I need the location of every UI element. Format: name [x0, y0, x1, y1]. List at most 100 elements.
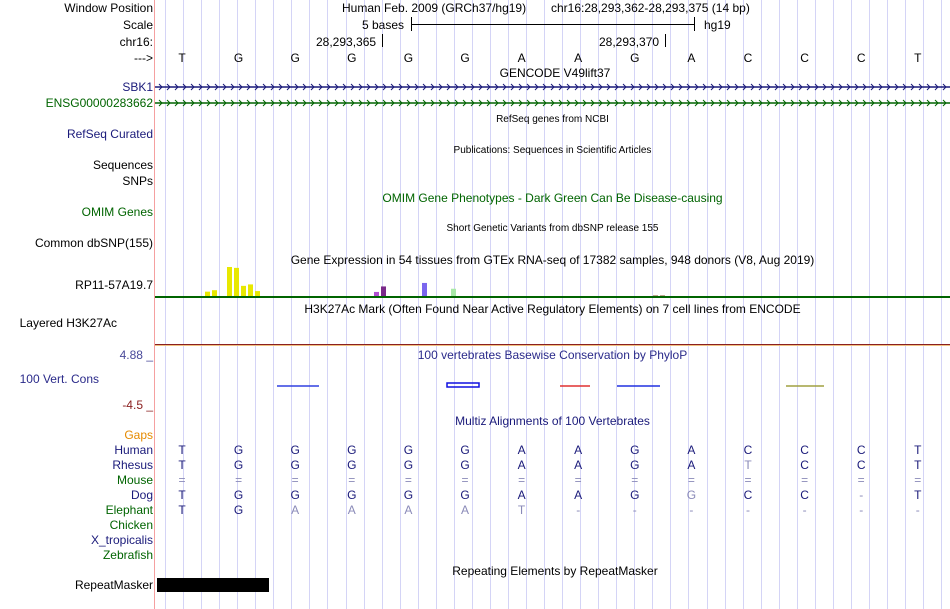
- phylop-signal[interactable]: [155, 370, 950, 400]
- strand-chevron-icon: [334, 99, 339, 107]
- gtex-title[interactable]: Gene Expression in 54 tissues from GTEx …: [290, 253, 815, 267]
- strand-chevron-icon: [430, 83, 435, 91]
- strand-chevron-icon: [878, 99, 883, 107]
- species-label[interactable]: Dog: [130, 488, 153, 502]
- strand-chevron-icon: [846, 83, 851, 91]
- gtex-bar[interactable]: [422, 282, 427, 296]
- gtex-bar[interactable]: [451, 288, 456, 296]
- gridline: [652, 0, 654, 609]
- species-label[interactable]: Human: [114, 443, 153, 457]
- gencode-title[interactable]: GENCODE V49lift37: [499, 66, 611, 80]
- gtex-bar[interactable]: [255, 291, 260, 296]
- h3k27ac-title[interactable]: H3K27Ac Mark (Often Found Near Active Re…: [304, 302, 801, 316]
- gridline: [363, 0, 365, 609]
- aligned-base: G: [347, 443, 357, 457]
- refseq-title[interactable]: RefSeq genes from NCBI: [496, 114, 609, 125]
- species-label[interactable]: Zebrafish: [102, 548, 153, 562]
- gtex-bar[interactable]: [227, 267, 232, 296]
- strand-label[interactable]: --->: [134, 51, 153, 65]
- phylop-label[interactable]: 100 Vert. Cons: [19, 372, 99, 386]
- aligned-base: G: [460, 458, 470, 472]
- strand-chevron-icon: [222, 99, 227, 107]
- gtex-gene-label[interactable]: RP11-57A19.7: [75, 278, 153, 292]
- gene-label-sbk1[interactable]: SBK1: [122, 80, 153, 94]
- repeatmasker-element[interactable]: [157, 578, 269, 592]
- aligned-base: =: [631, 473, 639, 487]
- strand-chevron-icon: [310, 99, 315, 107]
- gtex-bar[interactable]: [660, 295, 665, 296]
- base-letter: A: [574, 51, 583, 65]
- strand-chevron-icon: [822, 99, 827, 107]
- strand-chevron-icon: [494, 99, 499, 107]
- strand-chevron-icon: [350, 83, 355, 91]
- gridline: [905, 0, 907, 609]
- gene-label-ensg[interactable]: ENSG00000283662: [45, 96, 153, 110]
- multiz-title[interactable]: Multiz Alignments of 100 Vertebrates: [455, 414, 650, 428]
- species-label[interactable]: Elephant: [105, 503, 153, 517]
- aligned-base: T: [178, 503, 186, 517]
- strand-chevron-icon: [470, 83, 475, 91]
- strand-chevron-icon: [910, 83, 915, 91]
- omim-title[interactable]: OMIM Gene Phenotypes - Dark Green Can Be…: [382, 191, 723, 205]
- strand-chevron-icon: [862, 83, 867, 91]
- publications-title[interactable]: Publications: Sequences in Scientific Ar…: [453, 145, 652, 156]
- strand-chevron-icon: [670, 99, 675, 107]
- repeatmasker-label[interactable]: RepeatMasker: [74, 578, 153, 592]
- gridline: [345, 0, 347, 609]
- strand-chevron-icon: [694, 99, 699, 107]
- strand-chevron-icon: [502, 83, 507, 91]
- base-letter: G: [460, 51, 470, 65]
- dbsnp-label[interactable]: Common dbSNP(155): [34, 236, 153, 250]
- scale-assembly: hg19: [704, 18, 731, 32]
- strand-chevron-icon: [710, 83, 715, 91]
- snps-label[interactable]: SNPs: [122, 174, 153, 188]
- strand-chevron-icon: [342, 99, 347, 107]
- strand-chevron-icon: [886, 99, 891, 107]
- phylop-title[interactable]: 100 vertebrates Basewise Conservation by…: [417, 348, 688, 362]
- base-letter: C: [743, 51, 753, 65]
- strand-chevron-icon: [918, 83, 923, 91]
- publications-label[interactable]: Sequences: [92, 158, 153, 172]
- strand-chevron-icon: [846, 99, 851, 107]
- phylop-segment: [446, 382, 480, 388]
- omim-label[interactable]: OMIM Genes: [81, 205, 153, 219]
- strand-chevron-icon: [566, 83, 571, 91]
- strand-chevron-icon: [870, 99, 875, 107]
- gtex-bar[interactable]: [234, 267, 239, 296]
- aligned-base: G: [347, 488, 357, 502]
- strand-chevron-icon: [542, 83, 547, 91]
- species-label[interactable]: X_tropicalis: [90, 533, 153, 547]
- strand-chevron-icon: [494, 83, 499, 91]
- strand-chevron-icon: [462, 83, 467, 91]
- gtex-bar[interactable]: [205, 291, 210, 296]
- gtex-bar[interactable]: [374, 291, 379, 296]
- species-label[interactable]: Rhesus: [112, 458, 153, 472]
- species-label[interactable]: Chicken: [109, 518, 153, 532]
- gtex-expression-chart[interactable]: [155, 266, 950, 300]
- aligned-base: C: [800, 458, 809, 472]
- dbsnp-title[interactable]: Short Genetic Variants from dbSNP releas…: [446, 223, 659, 234]
- gridline: [616, 0, 618, 609]
- gridline: [670, 0, 672, 609]
- gaps-label[interactable]: Gaps: [124, 428, 153, 442]
- aligned-base: -: [689, 503, 694, 517]
- strand-chevron-icon: [246, 83, 251, 91]
- aligned-base: -: [859, 503, 864, 517]
- gridline: [399, 0, 401, 609]
- repeatmasker-title[interactable]: Repeating Elements by RepeatMasker: [452, 564, 658, 578]
- h3k27ac-label[interactable]: Layered H3K27Ac: [19, 316, 117, 330]
- scale-right-tick: [694, 17, 695, 31]
- gtex-bar[interactable]: [241, 285, 246, 296]
- gridline: [489, 0, 491, 609]
- gtex-bar[interactable]: [248, 284, 253, 296]
- refseq-label[interactable]: RefSeq Curated: [66, 127, 153, 141]
- strand-chevron-icon: [734, 83, 739, 91]
- species-label[interactable]: Mouse: [116, 473, 153, 487]
- aligned-base: A: [574, 488, 583, 502]
- strand-chevron-icon: [870, 83, 875, 91]
- gtex-bar[interactable]: [212, 290, 217, 296]
- gencode-gene-track[interactable]: [155, 80, 950, 110]
- gtex-bar[interactable]: [381, 286, 386, 296]
- gtex-bar[interactable]: [653, 295, 658, 296]
- strand-chevron-icon: [350, 99, 355, 107]
